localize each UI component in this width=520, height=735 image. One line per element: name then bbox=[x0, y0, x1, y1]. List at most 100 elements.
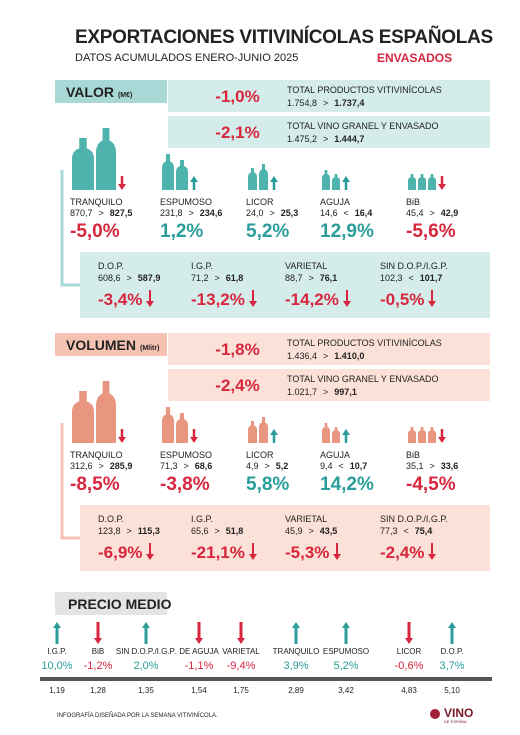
value-to: 285,9 bbox=[109, 461, 133, 471]
arrow-icon bbox=[146, 290, 155, 307]
product-name: AGUJA bbox=[320, 197, 351, 207]
sub-pct-value: -3,4% bbox=[98, 289, 143, 309]
arrow-head bbox=[142, 622, 150, 628]
bottle-icon bbox=[418, 174, 426, 190]
value-change: 312,6 >285,9 bbox=[70, 462, 132, 471]
arrow-icon bbox=[248, 543, 257, 560]
value-from: 14,6 bbox=[320, 208, 338, 218]
price-title: PRECIO MEDIO bbox=[68, 596, 172, 612]
value-from: 312,6 bbox=[70, 461, 93, 471]
arrow-head bbox=[438, 437, 446, 443]
logo-mark bbox=[430, 709, 440, 719]
price-value: 1,28 bbox=[90, 686, 106, 695]
logo: VINO bbox=[444, 706, 474, 720]
value-change: 123,8 >115,3 bbox=[98, 527, 160, 536]
price-value: 5,10 bbox=[444, 686, 460, 695]
price-name: BiB bbox=[91, 647, 105, 656]
value-to: 234,6 bbox=[199, 208, 223, 218]
bottle-icon bbox=[248, 421, 257, 443]
product-name: TRANQUILO bbox=[70, 197, 123, 207]
value-from: 77,3 bbox=[380, 526, 398, 536]
connector-line bbox=[60, 170, 80, 287]
value-to: 101,7 bbox=[419, 273, 443, 283]
value-from: 231,8 bbox=[160, 208, 183, 218]
arrow-shaft bbox=[197, 622, 201, 639]
footer-credit: INFOGRAFÍA DISEÑADA POR LA SEMANA VITIVI… bbox=[57, 713, 218, 719]
value-sign: > bbox=[126, 273, 132, 283]
arrow-head bbox=[405, 638, 413, 644]
product-pct: -8,5% bbox=[70, 474, 120, 495]
sub-name: D.O.P. bbox=[98, 514, 124, 524]
value-sign: > bbox=[323, 98, 329, 108]
arrow-head bbox=[94, 638, 102, 644]
title: EXPORTACIONES VITIVINÍCOLAS ESPAÑOLAS bbox=[75, 27, 493, 48]
total-pct: -1,0% bbox=[215, 87, 260, 106]
value-sign: > bbox=[98, 208, 104, 218]
sub-name: D.O.P. bbox=[98, 261, 124, 271]
price-value: 1,19 bbox=[49, 686, 65, 695]
bottle-icon bbox=[248, 168, 257, 190]
arrow-head bbox=[190, 437, 198, 443]
arrow-head bbox=[118, 184, 126, 190]
total-name: TOTAL VINO GRANEL Y ENVASADO bbox=[287, 374, 439, 384]
value-to: 997,1 bbox=[334, 387, 357, 397]
value-change: 102,3 <101,7 bbox=[380, 274, 442, 283]
price-pct: 3,7% bbox=[439, 660, 465, 672]
price-name: TRANQUILO bbox=[272, 647, 320, 656]
bottle-icon bbox=[176, 160, 188, 190]
price-name: DE AGUJA bbox=[179, 647, 219, 656]
sub-name: I.G.P. bbox=[191, 514, 213, 524]
product-name: BiB bbox=[406, 197, 421, 207]
value-from: 65,6 bbox=[191, 526, 209, 536]
arrow-shaft bbox=[344, 627, 348, 644]
arrow-shaft bbox=[440, 429, 444, 438]
sub-name: I.G.P. bbox=[191, 261, 213, 271]
total-name: TOTAL PRODUCTOS VITIVINÍCOLAS bbox=[287, 85, 442, 95]
section-label: VOLUMEN (Mlitr) bbox=[66, 338, 159, 352]
price-pct: -1,1% bbox=[184, 660, 214, 672]
bottle-icon bbox=[428, 427, 436, 443]
arrow-head bbox=[342, 176, 350, 182]
product-name: ESPUMOSO bbox=[160, 450, 213, 460]
subcategory-box bbox=[80, 252, 490, 318]
sub-name: SIN D.O.P./I.G.P. bbox=[380, 261, 448, 271]
price-name: ESPUMOSO bbox=[322, 647, 370, 656]
value-sign: > bbox=[269, 208, 275, 218]
arrow-shaft bbox=[120, 429, 124, 438]
subcategory-box bbox=[80, 505, 490, 571]
price-name: D.O.P. bbox=[440, 647, 464, 656]
arrow-head bbox=[342, 622, 350, 628]
arrow-shaft bbox=[144, 627, 148, 644]
sub-pct: -21,1% bbox=[191, 543, 257, 561]
sub-pct: -5,3% bbox=[285, 543, 342, 561]
arrow-shaft bbox=[192, 429, 196, 438]
product-pct: 14,2% bbox=[320, 474, 374, 495]
value-sign: < bbox=[403, 526, 409, 536]
value-to: 587,9 bbox=[137, 273, 161, 283]
bottle-icon bbox=[259, 164, 268, 190]
price-pct: 2,0% bbox=[133, 660, 159, 672]
sub-pct-value: -14,2% bbox=[285, 289, 339, 309]
value-change: 45,9 >43,5 bbox=[285, 527, 337, 536]
value-change: 1.436,4 >1.410,0 bbox=[287, 352, 364, 361]
value-sign: > bbox=[323, 351, 329, 361]
value-to: 51,8 bbox=[225, 526, 244, 536]
value-sign: > bbox=[429, 461, 435, 471]
arrow-shaft bbox=[272, 181, 276, 190]
value-to: 16,4 bbox=[354, 208, 373, 218]
value-sign: > bbox=[214, 526, 220, 536]
sub-pct: -0,5% bbox=[380, 290, 437, 308]
value-from: 9,4 bbox=[320, 461, 333, 471]
value-sign: > bbox=[308, 273, 314, 283]
total-pct: -1,8% bbox=[215, 340, 260, 359]
value-from: 35,1 bbox=[406, 461, 424, 471]
price-name: LICOR bbox=[396, 647, 422, 656]
value-sign: > bbox=[188, 208, 194, 218]
sub-name: VARIETAL bbox=[285, 261, 328, 271]
total-name: TOTAL VINO GRANEL Y ENVASADO bbox=[287, 121, 439, 131]
value-change: 4,9 >5,2 bbox=[246, 462, 288, 471]
value-change: 35,1 >33,6 bbox=[406, 462, 458, 471]
product-name: LICOR bbox=[246, 450, 274, 460]
product-pct: -5,0% bbox=[70, 221, 120, 242]
